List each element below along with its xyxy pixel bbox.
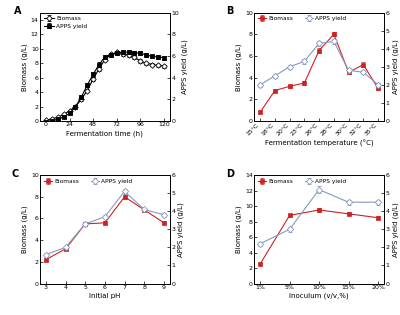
Y-axis label: Biomass (g/L): Biomass (g/L): [22, 43, 28, 91]
Text: B: B: [226, 6, 233, 16]
Legend: Biomass, APPS yield: Biomass, APPS yield: [43, 178, 133, 184]
Y-axis label: Biomass (g/L): Biomass (g/L): [22, 205, 28, 253]
Y-axis label: Biomass (g/L): Biomass (g/L): [236, 205, 242, 253]
Y-axis label: APPS yield (g/L): APPS yield (g/L): [392, 39, 399, 94]
Legend: Biomass, APPS yield: Biomass, APPS yield: [43, 15, 88, 29]
X-axis label: Inoculum (v/v,%): Inoculum (v/v,%): [289, 293, 349, 299]
Legend: Biomass, APPS yield: Biomass, APPS yield: [257, 15, 347, 22]
Legend: Biomass, APPS yield: Biomass, APPS yield: [257, 178, 347, 184]
Text: D: D: [226, 169, 234, 179]
Text: C: C: [12, 169, 19, 179]
Text: A: A: [14, 6, 22, 16]
Y-axis label: APPS yield (g/L): APPS yield (g/L): [392, 202, 399, 257]
Y-axis label: Biomass (g/L): Biomass (g/L): [236, 43, 242, 91]
Y-axis label: APPS yield (g/L): APPS yield (g/L): [182, 39, 188, 94]
X-axis label: Fermentation temperature (°C): Fermentation temperature (°C): [265, 140, 374, 147]
X-axis label: Initial pH: Initial pH: [89, 293, 120, 299]
Y-axis label: APPS yield (g/L): APPS yield (g/L): [178, 202, 184, 257]
X-axis label: Fermentation time (h): Fermentation time (h): [66, 130, 143, 137]
